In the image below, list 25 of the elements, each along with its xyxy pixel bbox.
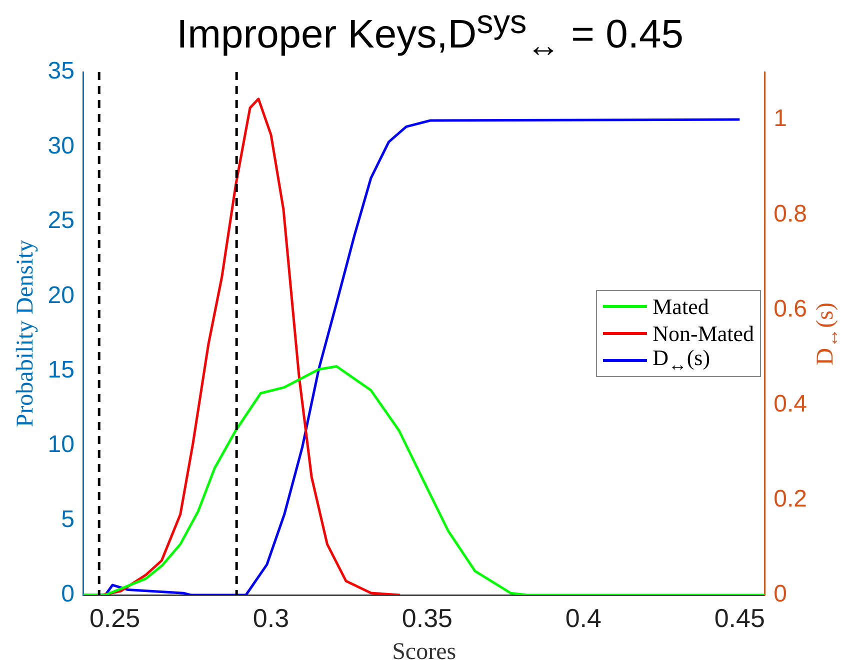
chart-title: Improper Keys,D$^{sys}$$_{↔}$ = 0.45 bbox=[176, 4, 684, 64]
y2-tick-label: 0.2 bbox=[774, 486, 808, 513]
y-tick-label: 15 bbox=[48, 356, 74, 384]
legend-label: D$_{↔}$(s) bbox=[652, 345, 710, 376]
x-tick-label: 0.4 bbox=[565, 602, 602, 633]
x-tick-label: 0.3 bbox=[252, 602, 290, 633]
x-tick-label: 0.35 bbox=[402, 602, 452, 633]
y2-tick-label: 0 bbox=[774, 580, 787, 608]
y2-tick-label: 0.6 bbox=[774, 295, 808, 322]
y-tick-label: 0 bbox=[61, 580, 74, 608]
legend-label: Mated bbox=[652, 294, 709, 320]
y-tick-label: 10 bbox=[48, 431, 74, 458]
x-tick-label: 0.25 bbox=[89, 602, 140, 633]
y-axis-title: Probability Density bbox=[12, 240, 39, 428]
y-tick-label: 5 bbox=[61, 506, 74, 533]
y2-tick-label: 0.4 bbox=[774, 390, 808, 418]
y2-tick-label: 1 bbox=[774, 105, 787, 132]
x-tick-label: 0.45 bbox=[714, 602, 765, 633]
x-axis-title: Scores bbox=[392, 638, 456, 665]
y2-tick-label: 0.8 bbox=[774, 200, 808, 228]
y-tick-label: 35 bbox=[48, 58, 74, 85]
y-tick-label: 25 bbox=[48, 207, 74, 234]
y-tick-label: 20 bbox=[48, 282, 74, 309]
legend-label: Non-Mated bbox=[652, 320, 754, 346]
y-tick-label: 30 bbox=[48, 132, 74, 160]
